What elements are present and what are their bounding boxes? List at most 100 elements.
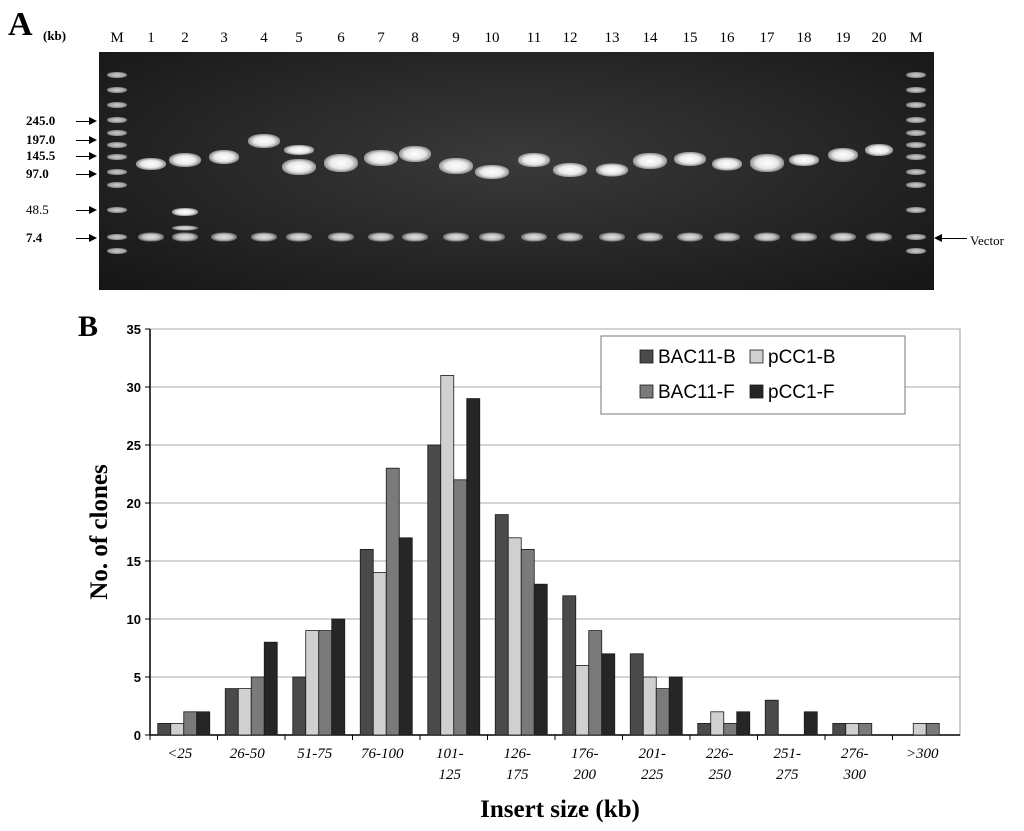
insert-band [284,145,314,155]
ladder-band [906,207,926,213]
insert-band [518,153,550,167]
bar [845,723,860,736]
marker-size-label: 7.4 [26,230,43,245]
ladder-band [906,117,926,123]
x-tick-label: 76-100 [361,746,404,762]
marker-arrow-icon [89,117,97,125]
bar [601,653,616,736]
ladder-band [906,102,926,108]
ladder-band [906,169,926,175]
bar [372,572,387,736]
lane-label: 13 [604,30,620,46]
ladder-band [906,87,926,93]
ladder-band [107,182,127,188]
insert-band [439,158,473,174]
x-tick-label: 300 [843,767,867,783]
bar [196,711,211,736]
bar [858,723,873,736]
insert-band [712,157,742,171]
insert-band [633,153,667,169]
vector-arrow-icon [934,234,942,242]
x-tick-label: 51-75 [297,746,332,762]
bar [588,630,603,736]
ladder-band [107,154,127,160]
x-tick-label: 175 [506,767,529,783]
lane-label: 14 [642,30,658,46]
ladder-band [107,142,127,148]
bar [912,723,927,736]
y-tick-label: 20 [127,496,141,511]
vector-band [714,232,740,242]
y-tick-label: 35 [127,322,141,337]
bar [655,688,670,736]
lane-label: 1 [147,30,155,46]
ladder-band [107,207,127,213]
lane-label: 8 [411,30,419,46]
insert-band [553,163,587,177]
vector-band [368,232,394,242]
bar [723,723,738,736]
insert-band [282,159,316,175]
bar [832,723,847,736]
legend-swatch [639,384,654,399]
lane-label: M [909,30,923,46]
legend-swatch [749,384,764,399]
vector-band [443,232,469,242]
bar [359,549,374,736]
x-tick-label: 201- [639,746,667,762]
bar [575,665,590,736]
marker-size-label: 97.0 [26,166,49,181]
marker-arrow-line [76,173,90,175]
ladder-band [906,142,926,148]
legend-label: pCC1-F [768,382,835,403]
legend-label: pCC1-B [768,347,836,368]
bar [629,653,644,736]
marker-arrow-line [76,139,90,141]
x-tick-label: 251- [774,746,802,762]
bar [427,444,442,736]
legend [600,335,906,415]
bar [764,699,779,736]
ladder-band [107,117,127,123]
ladder-band [107,130,127,136]
marker-size-label: 48.5 [26,202,49,217]
x-tick-label: 101- [436,746,464,762]
panel-b-label: B [78,310,99,343]
lane-label: 16 [719,30,735,46]
legend-swatch [749,349,764,364]
ladder-band [906,72,926,78]
y-tick-label: 10 [127,612,141,627]
insert-band [172,208,198,216]
legend-swatch [639,349,654,364]
vector-band [211,232,237,242]
x-tick-label: 226- [706,746,734,762]
bar [925,723,940,736]
vector-band [677,232,703,242]
bar [710,711,725,736]
marker-arrow-line [76,155,90,157]
vector-band [172,232,198,242]
insert-band [364,150,398,166]
lane-label: 17 [759,30,775,46]
x-tick-label: 276- [841,746,869,762]
ladder-band [107,234,127,240]
x-axis-title: Insert size (kb) [480,796,640,823]
insert-band [750,154,784,172]
bar [668,676,683,736]
x-tick-label: 125 [439,767,462,783]
marker-arrow-icon [89,234,97,242]
x-tick-label: 275 [776,767,799,783]
bar [803,711,818,736]
bar [562,595,577,736]
ladder-band [906,182,926,188]
ladder-band [906,234,926,240]
marker-arrow-icon [89,152,97,160]
lane-label: 5 [295,30,303,46]
bar [533,583,548,736]
bar [263,641,278,736]
bar [736,711,751,736]
insert-band [136,158,166,170]
vector-band [521,232,547,242]
ladder-band [107,102,127,108]
insert-band [674,152,706,166]
